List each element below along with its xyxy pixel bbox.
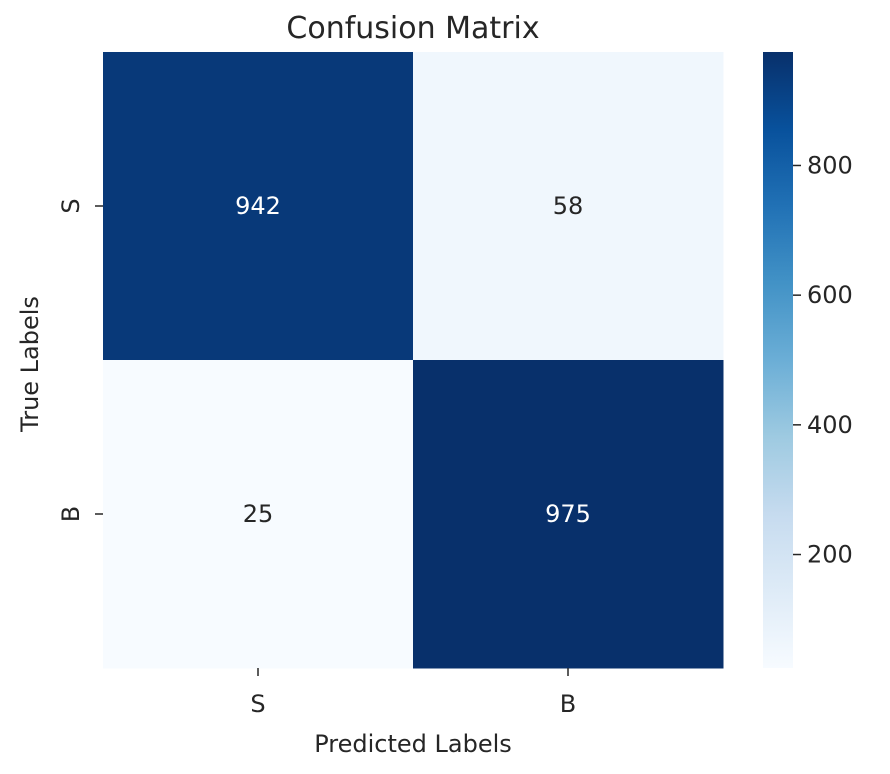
colorbar-fill [763, 52, 793, 668]
cell-value-label: 975 [545, 500, 591, 528]
x-tick-label: B [560, 690, 576, 718]
colorbar-tick-label: 800 [807, 151, 853, 179]
x-axis-label: Predicted Labels [314, 730, 512, 758]
colorbar: 200 400 600 800 [763, 52, 853, 668]
cell-value-label: 942 [235, 192, 281, 220]
colorbar-tick-label: 400 [807, 411, 853, 439]
cell-value-label: 25 [243, 500, 274, 528]
chart-title: Confusion Matrix [286, 11, 539, 46]
colorbar-tick-label: 600 [807, 281, 853, 309]
heatmap-cells: 942 58 25 975 [103, 52, 724, 669]
cell-value-label: 58 [553, 192, 584, 220]
x-tick-label: S [250, 690, 265, 718]
y-axis-label: True Labels [16, 296, 44, 433]
y-tick-label: B [57, 506, 85, 522]
y-tick-label: S [57, 198, 85, 213]
colorbar-tick-label: 200 [807, 541, 853, 569]
